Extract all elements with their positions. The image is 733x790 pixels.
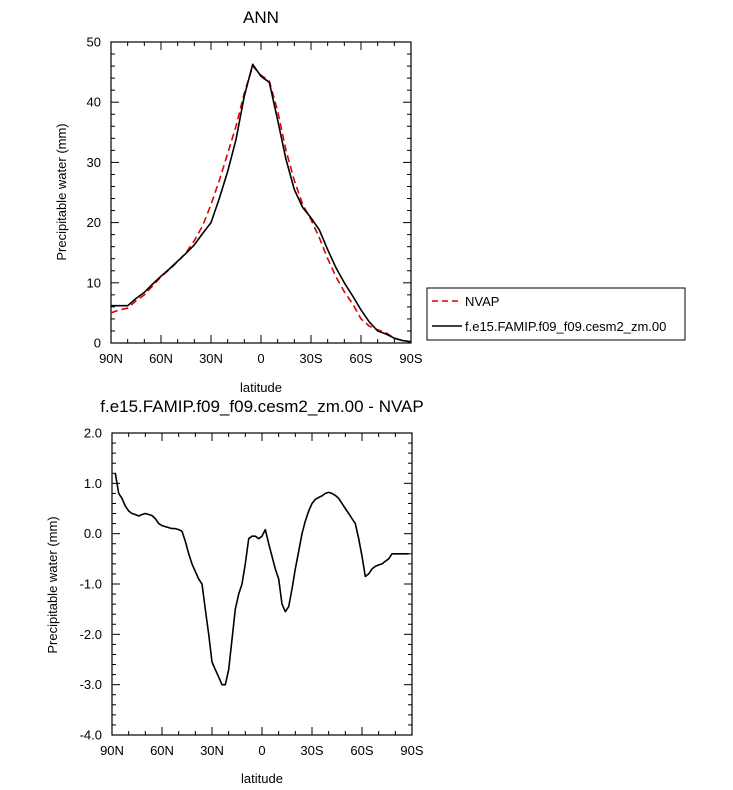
- legend-box: [426, 287, 686, 341]
- difference-line: [114, 473, 409, 686]
- y-tick-label: 10: [87, 275, 101, 290]
- y-tick-label: 40: [87, 95, 101, 110]
- y-tick-label: 20: [87, 215, 101, 230]
- x-tick-label: 60N: [149, 351, 173, 366]
- top-xlabel: latitude: [240, 380, 282, 395]
- top-ylabel: Precipitable water (mm): [54, 123, 69, 260]
- y-tick-label: -4.0: [80, 728, 102, 743]
- top-chart: ANN 90N 60N 30N 0 30S 60S 90S 0 10 20 30 40 50 latit…: [54, 8, 423, 395]
- x-tick-label: 30S: [299, 351, 322, 366]
- x-tick-label: 30N: [199, 351, 223, 366]
- bottom-chart: f.e15.FAMIP.f09_f09.cesm2_zm.00 - NVAP 9…: [45, 397, 424, 786]
- x-tick-label: 30S: [300, 743, 323, 758]
- bottom-chart-title: f.e15.FAMIP.f09_f09.cesm2_zm.00 - NVAP: [100, 397, 423, 416]
- legend-label-nvap: NVAP: [465, 294, 499, 309]
- y-tick-label: -2.0: [80, 627, 102, 642]
- bottom-ticks: 90N 60N 30N 0 30S 60S 90S -4.0 -3.0 -2.0 -1.0 0.0 1.…: [80, 426, 424, 759]
- top-chart-title: ANN: [243, 8, 279, 27]
- bottom-xlabel: latitude: [241, 771, 283, 786]
- y-tick-label: -3.0: [80, 677, 102, 692]
- x-tick-label: 0: [257, 351, 264, 366]
- x-tick-label: 90S: [399, 351, 422, 366]
- top-series-lines: [110, 63, 412, 343]
- y-tick-label: 2.0: [84, 426, 102, 441]
- y-tick-label: -1.0: [80, 577, 102, 592]
- x-tick-label: 60S: [350, 743, 373, 758]
- y-tick-label: 30: [87, 155, 101, 170]
- top-plot-frame: [110, 41, 412, 344]
- x-tick-label: 30N: [200, 743, 224, 758]
- x-tick-label: 90S: [400, 743, 423, 758]
- series-line-f-e15-famip-f09-f09-cesm2-zm-00: [111, 63, 412, 343]
- y-tick-label: 1.0: [84, 476, 102, 491]
- y-tick-label: 0: [94, 336, 101, 351]
- x-tick-label: 0: [258, 743, 265, 758]
- legend-label-model: f.e15.FAMIP.f09_f09.cesm2_zm.00: [465, 319, 666, 334]
- series-line-nvap: [110, 65, 412, 343]
- bottom-ylabel: Precipitable water (mm): [45, 516, 60, 653]
- x-tick-label: 60S: [349, 351, 372, 366]
- x-tick-label: 60N: [150, 743, 174, 758]
- x-tick-label: 90N: [100, 743, 124, 758]
- legend: NVAP f.e15.FAMIP.f09_f09.cesm2_zm.00: [426, 287, 686, 341]
- top-ticks: 90N 60N 30N 0 30S 60S 90S 0 10 20 30 40 50: [87, 35, 423, 367]
- bottom-series-lines: [114, 473, 409, 686]
- bottom-plot-frame: [111, 432, 413, 736]
- y-tick-label: 50: [87, 35, 101, 50]
- x-tick-label: 90N: [99, 351, 123, 366]
- y-tick-label: 0.0: [84, 526, 102, 541]
